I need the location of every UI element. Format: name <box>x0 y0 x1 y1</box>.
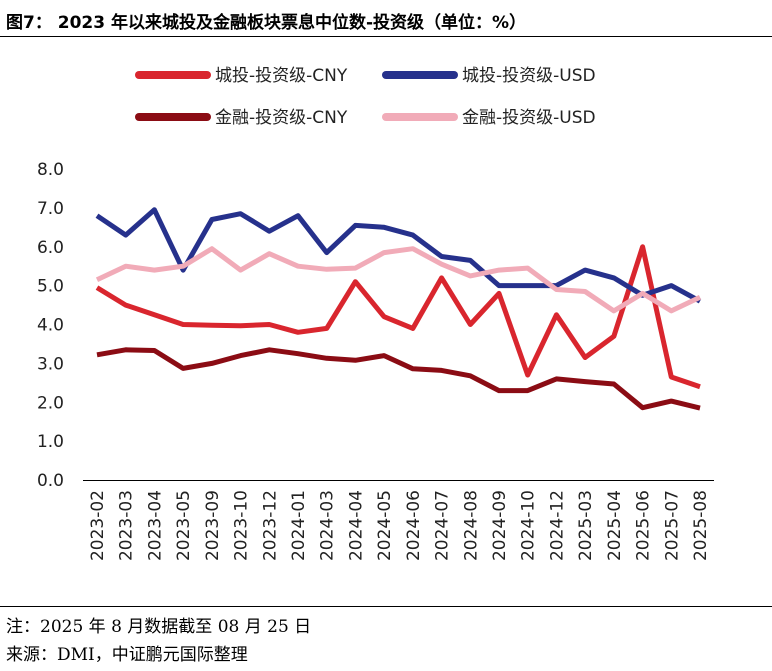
y-tick-label: 3.0 <box>37 354 64 374</box>
title-divider <box>0 36 772 37</box>
x-tick-label: 2025-06 <box>634 490 654 561</box>
y-tick-label: 1.0 <box>37 432 64 452</box>
chart-title: 图7： 2023 年以来城投及金融板块票息中位数-投资级（单位：%） <box>6 13 527 33</box>
x-tick-label: 2024-06 <box>404 490 424 561</box>
x-tick-label: 2023-12 <box>260 490 280 561</box>
source-note: 来源：DMI，中证鹏元国际整理 <box>6 645 248 665</box>
legend: 城投-投资级-CNY 城投-投资级-USD 金融-投资级-CNY 金融-投资级-USD <box>135 66 596 128</box>
x-tick-label: 2023-09 <box>203 490 223 561</box>
x-tick-label: 2023-03 <box>117 490 137 561</box>
legend-label: 金融-投资级-CNY <box>215 108 348 128</box>
x-tick-label: 2023-05 <box>174 490 194 561</box>
x-tick-label: 2023-02 <box>88 490 108 561</box>
x-tick-label: 2023-04 <box>145 490 165 561</box>
line-chart: 城投-投资级-CNY 城投-投资级-USD 金融-投资级-CNY 金融-投资级-USD… <box>37 66 714 561</box>
x-tick-label: 2025-03 <box>576 490 596 561</box>
series-line-3 <box>96 347 701 411</box>
x-tick-label: 2024-05 <box>375 490 395 561</box>
x-tick-label: 2024-03 <box>318 490 338 561</box>
y-tick-label: 6.0 <box>37 238 64 258</box>
x-tick-label: 2024-09 <box>490 490 510 561</box>
series-group <box>95 207 702 411</box>
series-line-1 <box>95 244 701 390</box>
legend-label: 城投-投资级-CNY <box>215 66 348 86</box>
series-line-2 <box>95 207 702 304</box>
footer-divider <box>0 606 772 607</box>
y-axis: 0.0 1.0 2.0 3.0 4.0 5.0 6.0 7.0 8.0 <box>37 160 64 491</box>
x-tick-label: 2025-04 <box>605 490 625 561</box>
legend-label: 城投-投资级-USD <box>462 66 596 86</box>
x-tick-label: 2024-12 <box>547 490 567 561</box>
y-tick-label: 0.0 <box>37 471 64 491</box>
y-tick-label: 2.0 <box>37 393 64 413</box>
x-tick-label: 2024-04 <box>346 490 366 561</box>
y-tick-label: 5.0 <box>37 277 64 297</box>
y-tick-label: 4.0 <box>37 316 64 336</box>
x-tick-label: 2024-08 <box>461 490 481 561</box>
x-tick-label: 2025-08 <box>691 490 711 561</box>
x-tick-label: 2024-01 <box>289 490 309 561</box>
x-tick-label: 2024-07 <box>433 490 453 561</box>
data-note: 注：2025 年 8 月数据截至 08 月 25 日 <box>6 617 312 637</box>
x-axis: 2023-02 2023-03 2023-04 2023-05 2023-09 2023-… <box>83 480 714 561</box>
x-tick-label: 2023-10 <box>232 490 252 561</box>
x-tick-label: 2025-07 <box>662 490 682 561</box>
y-tick-label: 7.0 <box>37 199 64 219</box>
legend-label: 金融-投资级-USD <box>462 108 596 128</box>
series-line-4 <box>95 246 702 314</box>
x-tick-label: 2024-10 <box>519 490 539 561</box>
y-tick-label: 8.0 <box>37 160 64 180</box>
